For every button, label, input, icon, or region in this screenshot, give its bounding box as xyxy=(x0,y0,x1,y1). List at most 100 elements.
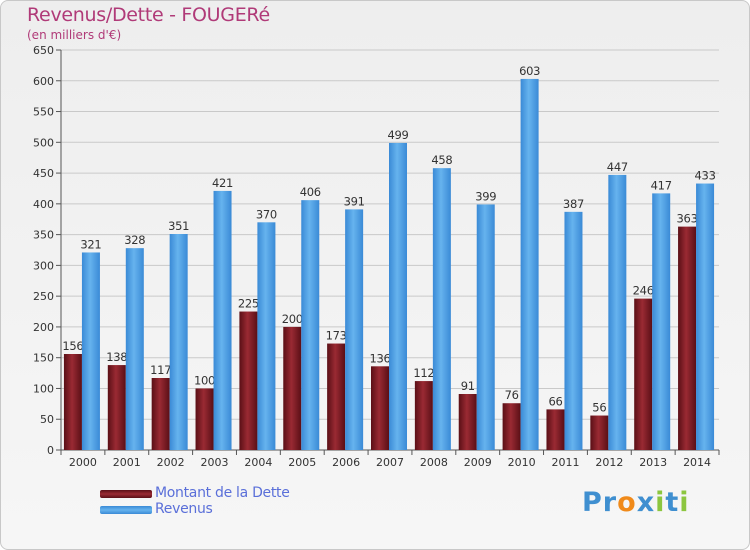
y-tick-label: 450 xyxy=(33,167,54,180)
bar-debt xyxy=(283,326,302,450)
bar-debt xyxy=(327,343,346,450)
x-tick-label: 2014 xyxy=(683,456,711,469)
bar-revenus xyxy=(301,200,320,450)
legend-swatch-debt xyxy=(100,490,152,498)
data-label-debt: 156 xyxy=(62,339,83,353)
brand-letter: i xyxy=(655,487,666,518)
bar-debt xyxy=(634,298,653,450)
x-tick-label: 2011 xyxy=(551,456,579,469)
y-tick-label: 200 xyxy=(33,321,54,334)
data-label-revenus: 351 xyxy=(168,219,189,233)
x-tick-label: 2008 xyxy=(420,456,448,469)
data-label-debt: 66 xyxy=(548,394,562,408)
bar-revenus xyxy=(257,222,276,450)
legend-label-debt: Montant de la Dette xyxy=(155,485,290,501)
data-label-debt: 173 xyxy=(326,329,347,343)
data-label-revenus: 321 xyxy=(80,237,101,251)
x-axis: 2000 2001 2002 2003 2004 2005 2006 2007 2008 2009… xyxy=(60,450,720,469)
x-tick-label: 2007 xyxy=(376,456,404,469)
data-label-revenus: 328 xyxy=(124,233,145,247)
y-tick-label: 350 xyxy=(33,229,54,242)
bar-revenus xyxy=(345,209,364,450)
data-label-debt: 225 xyxy=(238,297,259,311)
brand-letter: t xyxy=(665,487,680,518)
bar-revenus xyxy=(564,211,583,450)
brand-letter: P xyxy=(582,487,603,518)
data-label-debt: 200 xyxy=(282,312,303,326)
chart-subtitle: (en milliers d'€) xyxy=(27,28,122,42)
bar-revenus xyxy=(608,174,627,450)
x-tick-label: 2004 xyxy=(244,456,272,469)
data-label-revenus: 387 xyxy=(563,197,584,211)
y-tick-label: 50 xyxy=(40,413,54,426)
y-tick-label: 0 xyxy=(47,444,54,457)
data-label-revenus: 499 xyxy=(387,128,408,142)
bar-debt xyxy=(678,226,697,450)
data-label-debt: 117 xyxy=(150,363,171,377)
x-tick-label: 2013 xyxy=(639,456,667,469)
data-label-revenus: 406 xyxy=(300,185,321,199)
y-tick-label: 600 xyxy=(33,75,54,88)
bar-revenus xyxy=(652,193,671,450)
y-tick-label: 550 xyxy=(33,106,54,119)
data-label-debt: 76 xyxy=(505,388,519,402)
bar-revenus xyxy=(432,168,451,450)
data-label-revenus: 458 xyxy=(431,153,452,167)
x-tick-label: 2000 xyxy=(69,456,97,469)
y-tick-label: 100 xyxy=(33,382,54,395)
data-label-revenus: 391 xyxy=(344,194,365,208)
data-label-debt: 91 xyxy=(461,379,475,393)
bar-revenus xyxy=(169,234,188,450)
data-label-debt: 138 xyxy=(106,350,127,364)
data-label-debt: 100 xyxy=(194,373,215,387)
data-label-debt: 112 xyxy=(413,366,434,380)
y-tick-label: 300 xyxy=(33,259,54,272)
bar-debt xyxy=(502,403,521,450)
data-label-debt: 136 xyxy=(369,351,390,365)
y-tick-label: 150 xyxy=(33,352,54,365)
y-tick-label: 250 xyxy=(33,290,54,303)
x-tick-label: 2001 xyxy=(113,456,141,469)
data-label-revenus: 447 xyxy=(607,160,628,174)
bar-revenus xyxy=(696,183,715,451)
bar-revenus xyxy=(81,252,100,450)
bars: 156 321 138 328 117 351 100 421 225 370 200 406 173 3… xyxy=(62,64,716,451)
bar-debt xyxy=(63,354,82,450)
bar-debt xyxy=(546,409,565,450)
legend-label-revenus: Revenus xyxy=(155,501,213,517)
data-label-debt: 246 xyxy=(633,284,654,298)
brand-logo: Proxiti xyxy=(582,487,690,518)
brand-letter: r xyxy=(602,487,618,518)
bar-revenus xyxy=(125,248,144,450)
data-label-revenus: 399 xyxy=(475,189,496,203)
bar-debt xyxy=(590,415,609,450)
bar-revenus xyxy=(389,142,407,450)
bar-debt xyxy=(371,366,389,450)
data-label-debt: 363 xyxy=(677,212,698,226)
y-tick-label: 500 xyxy=(33,136,54,149)
x-tick-label: 2002 xyxy=(157,456,185,469)
x-tick-label: 2006 xyxy=(332,456,360,469)
bar-debt xyxy=(414,381,433,450)
x-tick-label: 2009 xyxy=(464,456,492,469)
y-tick-label: 650 xyxy=(33,44,54,57)
bar-revenus xyxy=(476,204,495,450)
bar-debt xyxy=(458,394,477,450)
legend-swatch-revenus xyxy=(100,506,152,514)
chart-title: Revenus/Dette - FOUGERé xyxy=(27,4,270,26)
data-label-revenus: 603 xyxy=(519,64,540,78)
brand-letter: i xyxy=(679,487,690,518)
bar-debt xyxy=(151,378,170,450)
data-label-revenus: 433 xyxy=(695,169,716,183)
data-label-revenus: 370 xyxy=(256,207,277,221)
bar-debt xyxy=(239,311,258,450)
x-tick-label: 2005 xyxy=(288,456,316,469)
bar-revenus xyxy=(213,190,232,450)
x-tick-label: 2010 xyxy=(508,456,536,469)
data-label-revenus: 417 xyxy=(651,178,672,192)
data-label-debt: 56 xyxy=(592,401,606,415)
bar-debt xyxy=(195,388,214,450)
brand-letter: x xyxy=(636,487,656,518)
bar-revenus xyxy=(520,78,539,450)
